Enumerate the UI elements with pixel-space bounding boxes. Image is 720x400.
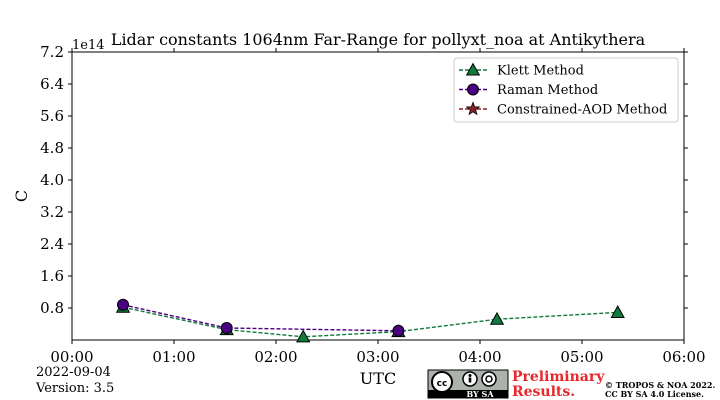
license-badge-text: BY SA	[466, 389, 494, 399]
x-tick-label: 04:00	[458, 348, 501, 366]
svg-text:cc: cc	[437, 379, 448, 389]
data-point-0	[610, 305, 625, 318]
y-tick-label: 4.0	[40, 171, 64, 189]
legend-label-0: Klett Method	[497, 64, 584, 79]
y-offset-text: 1e14	[72, 38, 105, 53]
legend-marker-1	[467, 83, 479, 96]
x-tick-label: 03:00	[356, 348, 399, 366]
cc-icon	[431, 371, 453, 393]
x-axis-label: UTC	[360, 369, 396, 388]
copyright-line2: CC BY SA 4.0 License.	[605, 389, 704, 399]
y-axis-label: C	[12, 190, 31, 202]
x-axis-ticks: 00:00 01:00 02:00 03:00 04:00 05:00 06:00	[50, 48, 706, 366]
data-point-1	[117, 298, 129, 311]
y-tick-label: 4.8	[40, 139, 64, 157]
cc-license-badge: cc BY SA	[427, 369, 509, 399]
y-tick-label: 7.2	[40, 43, 64, 61]
preliminary-line1: Preliminary	[512, 369, 605, 385]
sa-icon	[481, 371, 497, 387]
y-tick-label: 6.4	[40, 75, 64, 93]
x-tick-label: 01:00	[152, 348, 195, 366]
footer-date: 2022-09-04	[36, 365, 111, 380]
series-line-1	[122, 304, 399, 332]
legend: Klett Method Raman Method Constrained-AOD …	[453, 57, 679, 123]
y-tick-label: 5.6	[40, 107, 64, 125]
y-tick-label: 1.6	[40, 267, 64, 285]
data-point-0	[296, 329, 311, 343]
y-tick-label: 3.2	[40, 203, 64, 221]
y-tick-label: 0.8	[40, 299, 64, 317]
x-tick-label: 05:00	[560, 348, 603, 366]
preliminary-line2: Results.	[512, 384, 575, 400]
legend-label-1: Raman Method	[497, 83, 598, 98]
legend-marker-2	[465, 101, 481, 116]
data-point-1	[220, 322, 233, 334]
legend-marker-0	[465, 62, 481, 76]
data-point-1	[392, 324, 405, 337]
y-tick-label: 2.4	[40, 235, 64, 253]
y-axis-ticks: 0.8 1.6 2.4 3.2 4.0 4.8 5.6 6.4 7.2	[40, 43, 688, 317]
x-tick-label: 06:00	[662, 348, 705, 366]
x-tick-label: 02:00	[254, 348, 297, 366]
data-point-0	[489, 311, 505, 325]
series-layer	[115, 298, 625, 343]
copyright-line1: © TROPOS & NOA 2022.	[605, 380, 715, 390]
series-line-0	[122, 306, 618, 338]
x-tick-label: 00:00	[50, 348, 93, 366]
legend-label-2: Constrained-AOD Method	[497, 103, 667, 118]
chart-title: Lidar constants 1064nm Far-Range for pol…	[111, 30, 646, 49]
legend-box	[453, 57, 679, 123]
footer-version: Version: 3.5	[35, 381, 114, 396]
